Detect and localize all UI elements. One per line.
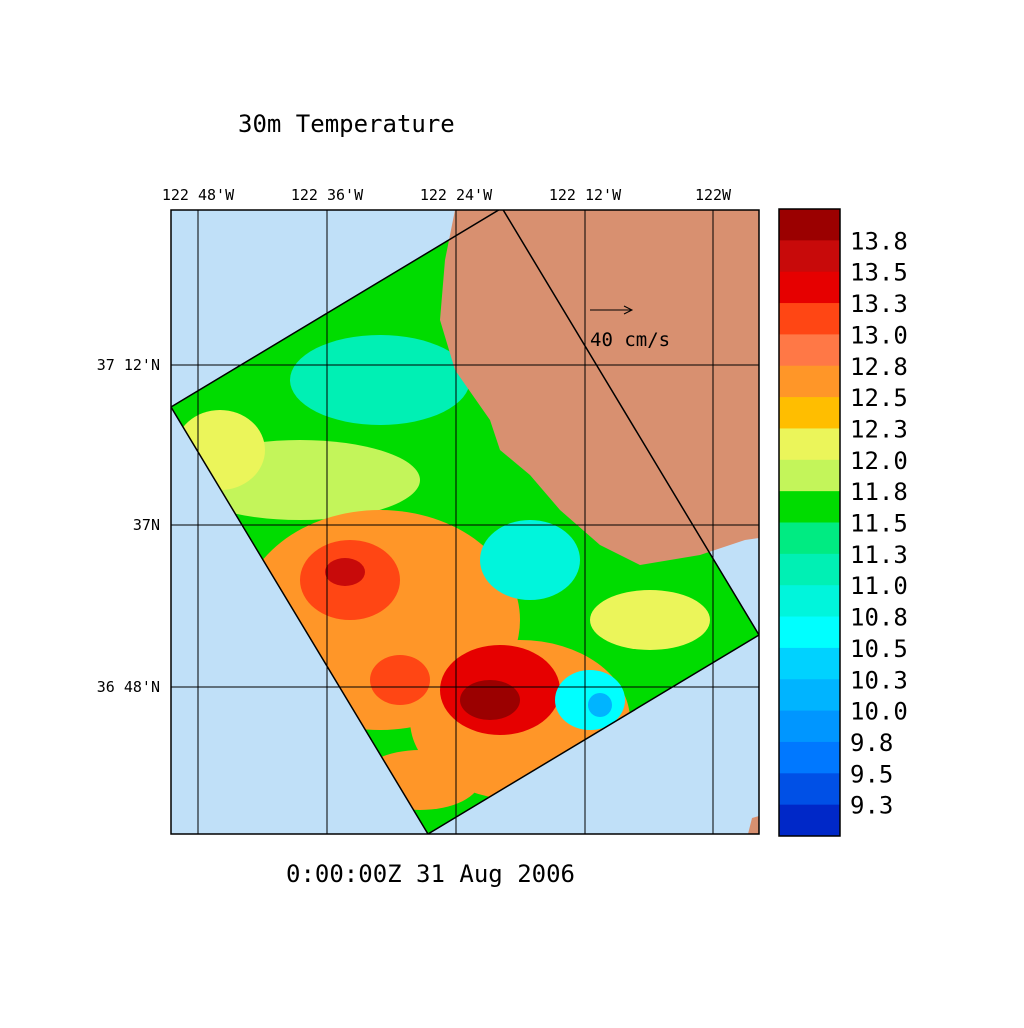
longitude-label: 122 48'W [162, 186, 235, 204]
colorbar-bin [779, 240, 840, 273]
latitude-label: 36 48'N [97, 678, 160, 696]
colorbar-label: 10.8 [850, 604, 908, 632]
graticule [171, 210, 759, 834]
map-frame [170, 209, 760, 835]
colorbar-label: 12.0 [850, 447, 908, 475]
longitude-label: 122 12'W [549, 186, 622, 204]
colorbar-bin [779, 804, 840, 837]
colorbar-label: 10.3 [850, 666, 908, 694]
title: 30m Temperature [238, 110, 455, 138]
longitude-label: 122 36'W [291, 186, 364, 204]
colorbar-label: 13.8 [850, 227, 908, 255]
colorbar-label: 11.3 [850, 541, 908, 569]
vector-scale-label: 40 cm/s [590, 329, 670, 351]
colorbar-bin [779, 710, 840, 743]
colorbar-label: 9.3 [850, 792, 893, 820]
colorbar-bin [779, 397, 840, 429]
colorbar-bin [779, 303, 840, 335]
domain-outline [171, 210, 759, 834]
colorbar-bin [779, 459, 840, 492]
colorbar-label: 13.3 [850, 290, 908, 318]
colorbar-label: 12.5 [850, 384, 908, 412]
colorbar-label: 13.5 [850, 259, 908, 287]
colorbar-bin [779, 679, 840, 712]
colorbar-bin [779, 553, 840, 586]
colorbar-label: 12.3 [850, 415, 908, 443]
colorbar-label: 11.5 [850, 510, 908, 538]
latitude-label: 37 12'N [97, 356, 160, 374]
vector-scale: 40 cm/s [590, 305, 670, 351]
colorbar-bin [779, 647, 840, 680]
colorbar-bin [779, 585, 840, 618]
timestamp: 0:00:00Z 31 Aug 2006 [286, 860, 575, 888]
colorbar-bin [779, 773, 840, 806]
colorbar-bin [779, 271, 840, 304]
colorbar-bin [779, 522, 840, 555]
colorbar-bin [779, 491, 840, 523]
colorbar-label: 10.5 [850, 635, 908, 663]
colorbar-bin [779, 616, 840, 649]
colorbar-label: 11.0 [850, 572, 908, 600]
colorbar-label: 9.5 [850, 760, 893, 788]
colorbar-label: 13.0 [850, 321, 908, 349]
longitude-label: 122W [695, 186, 732, 204]
colorbar-frame [778, 208, 841, 837]
colorbar-bin [779, 209, 840, 241]
colorbar-bin [779, 334, 840, 367]
colorbar-bin [779, 428, 840, 461]
land [440, 210, 759, 565]
colorbar-label: 10.0 [850, 698, 908, 726]
colorbar-label: 12.8 [850, 353, 908, 381]
latitude-label: 37N [133, 516, 160, 534]
colorbar-label: 9.8 [850, 729, 893, 757]
longitude-label: 122 24'W [420, 186, 493, 204]
land [748, 816, 759, 834]
colorbar-bin [779, 741, 840, 774]
map [171, 210, 759, 834]
colorbar-label: 11.8 [850, 478, 908, 506]
colorbar-bin [779, 365, 840, 398]
